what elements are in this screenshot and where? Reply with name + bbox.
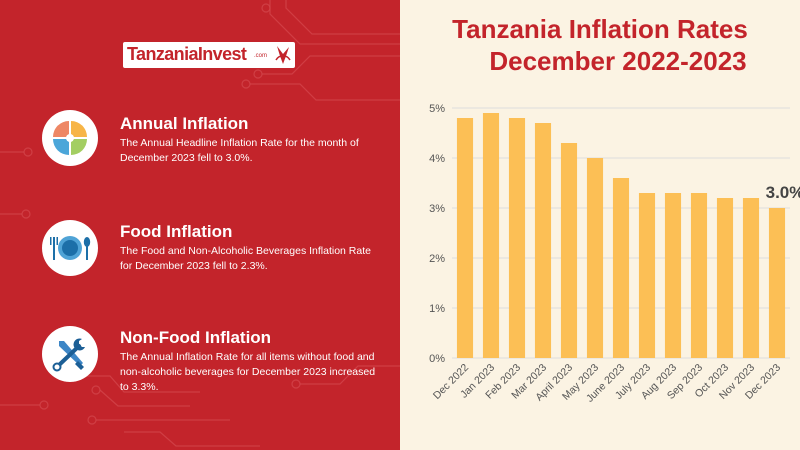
logo-text: TanzaniaInvest — [127, 44, 247, 64]
circuit-decoration — [0, 0, 400, 447]
bar — [768, 208, 786, 358]
y-tick-label: 3% — [429, 203, 445, 215]
chart-title-line2: December 2022-2023 — [489, 46, 747, 76]
bar — [664, 193, 682, 358]
plate-cutlery-icon — [42, 220, 98, 276]
y-tick-label: 5% — [429, 103, 445, 115]
annual-inflation-title: Annual Inflation — [120, 114, 249, 133]
bar — [716, 198, 734, 358]
bar — [560, 143, 578, 358]
bar — [742, 198, 760, 358]
y-tick-label: 4% — [429, 153, 445, 165]
bar — [456, 118, 474, 358]
annual-inflation-text: The Annual Headline Inflation Rate for t… — [120, 137, 359, 164]
bar — [508, 118, 526, 358]
bar — [612, 178, 630, 358]
non-food-inflation-title: Non-Food Inflation — [120, 328, 272, 347]
chart-title-line1: Tanzania Inflation Rates — [452, 14, 748, 44]
tanzaniainvest-logo[interactable]: TanzaniaInvest .com — [123, 42, 295, 68]
data-label: 3.0% — [766, 183, 800, 202]
food-inflation-text: The Food and Non-Alcoholic Beverages Inf… — [120, 245, 371, 272]
bar — [482, 113, 500, 358]
y-tick-label: 0% — [429, 353, 445, 365]
y-tick-label: 2% — [429, 253, 445, 265]
non-food-inflation-text: The Annual Inflation Rate for all items … — [120, 351, 376, 393]
chart-panel: Tanzania Inflation Rates December 2022-2… — [400, 0, 800, 450]
bar — [690, 193, 708, 358]
food-inflation-title: Food Inflation — [120, 222, 233, 241]
pie-chart-icon — [42, 110, 98, 166]
logo-dotcom: .com — [254, 53, 268, 59]
y-tick-label: 1% — [429, 303, 445, 315]
signal-icon — [275, 46, 291, 64]
bar — [638, 193, 656, 358]
tools-icon — [42, 326, 98, 382]
info-panel: TanzaniaInvest .com Annual Inflation The… — [0, 0, 400, 450]
bar — [586, 158, 604, 358]
bar — [534, 123, 552, 358]
